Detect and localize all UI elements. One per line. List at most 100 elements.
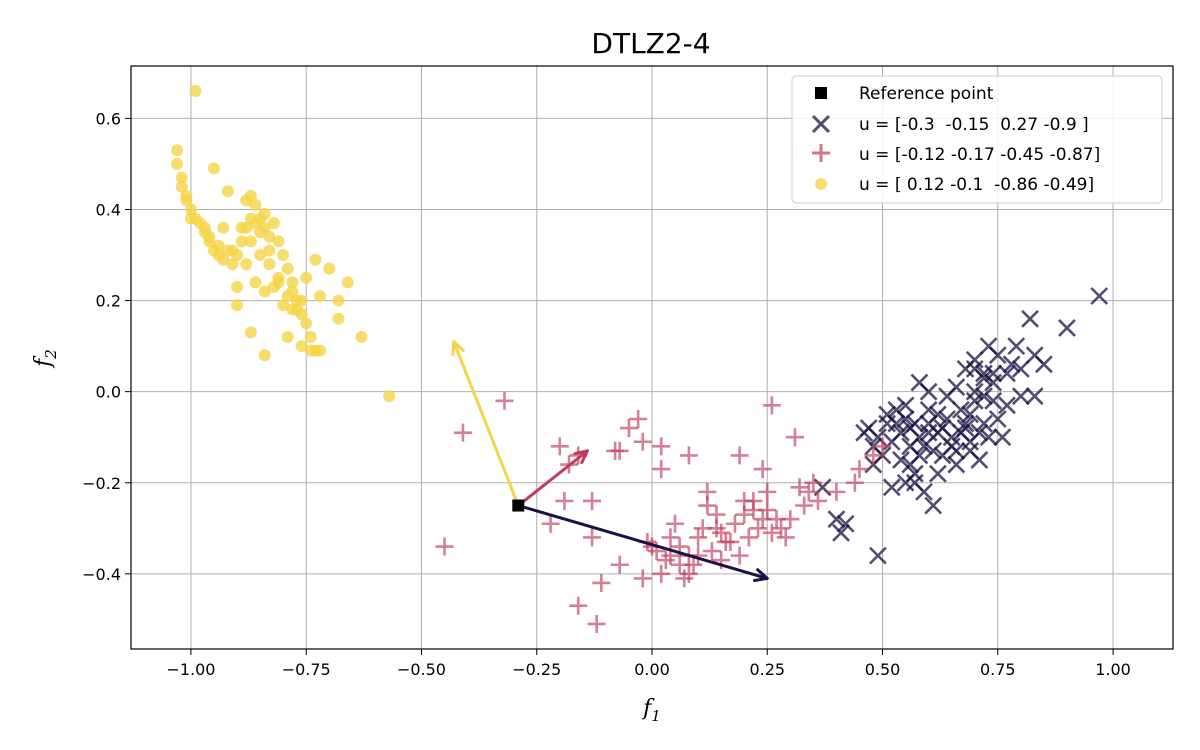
data-point-circle [217,221,230,234]
data-point-circle [226,244,239,257]
data-point-x [938,410,956,428]
data-point-circle [198,221,211,234]
data-point-x [984,364,1003,383]
axes-ticks: −1.00 −0.75 −0.50 −0.25 0.00 0.25 0.50 0.75 1.00… [82,109,1131,679]
legend-label-series-2: u = [-0.12 -0.17 -0.45 -0.87] [859,145,1100,165]
data-point-circle [332,294,345,307]
data-point-x [827,510,846,529]
series-1 [813,287,1109,565]
direction-arrow-3 [452,340,520,508]
y-axis-label-sub: 2 [42,349,60,360]
data-point-plus [776,528,795,547]
data-point-circle [217,253,230,266]
legend-marker-plus [812,144,830,162]
data-point-plus [730,446,749,465]
data-point-circle [332,312,345,325]
direction-arrowhead-2 [573,449,589,465]
data-point-circle [295,294,308,307]
data-point-x [1025,346,1044,365]
data-point-circle [221,185,234,198]
y-tick-label: −0.2 [82,474,121,493]
data-point-circle [189,85,202,98]
data-point-circle [184,212,197,225]
direction-arrowhead-1 [752,568,769,583]
x-tick-label: −0.50 [397,660,446,679]
data-point-plus [702,542,721,561]
data-point-circle [314,290,327,303]
y-tick-label: 0.2 [96,292,121,311]
data-point-circle [281,331,294,344]
data-point-plus [661,528,680,547]
y-tick-label: 0.0 [96,383,121,402]
data-point-circle [295,340,308,353]
data-point-x [832,523,850,542]
data-point-plus [785,428,804,447]
data-point-circle [171,157,184,170]
data-point-plus [739,528,758,547]
data-point-x [975,414,993,433]
data-point-x [961,441,980,460]
data-point-circle [263,230,276,243]
data-point-plus [864,446,883,465]
data-point-plus [652,564,671,583]
y-tick-label: 0.4 [96,200,121,219]
x-axis-label-sub: 1 [651,707,661,725]
data-point-x [919,423,938,442]
data-point-plus [550,437,569,456]
data-point-circle [267,217,280,230]
data-point-circle [175,180,188,193]
x-tick-label: −0.75 [282,660,331,679]
data-point-plus [795,496,814,515]
data-point-plus [790,478,809,497]
data-point-plus [712,523,731,542]
data-point-circle [383,390,396,403]
data-point-circle [272,235,285,248]
legend-frame [791,75,1163,204]
data-point-x [942,428,961,447]
data-point-plus [555,491,574,510]
data-point-plus [629,409,648,428]
data-point-x [975,387,993,406]
data-point-x [965,391,984,410]
series-3 [171,85,396,403]
data-point-plus [675,569,694,588]
data-point-plus [873,437,892,456]
data-point-x [993,428,1012,447]
data-point-plus [583,528,602,547]
legend-entry-reference-point: Reference point [815,84,994,104]
data-point-circle [300,317,313,330]
data-point-x [951,400,970,419]
data-point-plus [592,573,611,592]
data-point-plus [749,519,768,538]
direction-arrows [451,340,769,583]
legend-label-reference-point: Reference point [859,84,994,104]
data-point-plus [569,596,588,615]
data-point-plus [495,391,514,410]
legend-marker-square [815,87,827,99]
data-point-plus [679,446,698,465]
data-point-plus [652,437,671,456]
data-point-plus [693,519,712,538]
data-point-plus [633,432,652,451]
data-point-plus [808,491,827,510]
data-point-x [965,359,984,378]
data-point-plus [730,546,749,565]
legend-entry-series-3: u = [ 0.12 -0.1 -0.86 -0.49] [815,175,1094,195]
data-point-x [1007,337,1026,356]
legend-entry-series-2: u = [-0.12 -0.17 -0.45 -0.87] [812,144,1100,165]
data-point-x [869,546,887,565]
legend-marker-x [811,114,831,134]
data-point-circle [231,280,244,293]
direction-arrow-2 [516,449,589,508]
x-tick-label: −0.25 [512,660,561,679]
data-point-x [887,400,906,419]
data-point-plus [725,514,744,533]
data-point-x [938,387,956,406]
data-point-plus [666,514,685,533]
data-point-x [928,464,947,483]
data-point-x [892,451,910,469]
data-point-circle [286,276,299,289]
data-point-x [855,423,874,442]
data-point-x [947,441,966,460]
data-point-circle [300,271,313,284]
